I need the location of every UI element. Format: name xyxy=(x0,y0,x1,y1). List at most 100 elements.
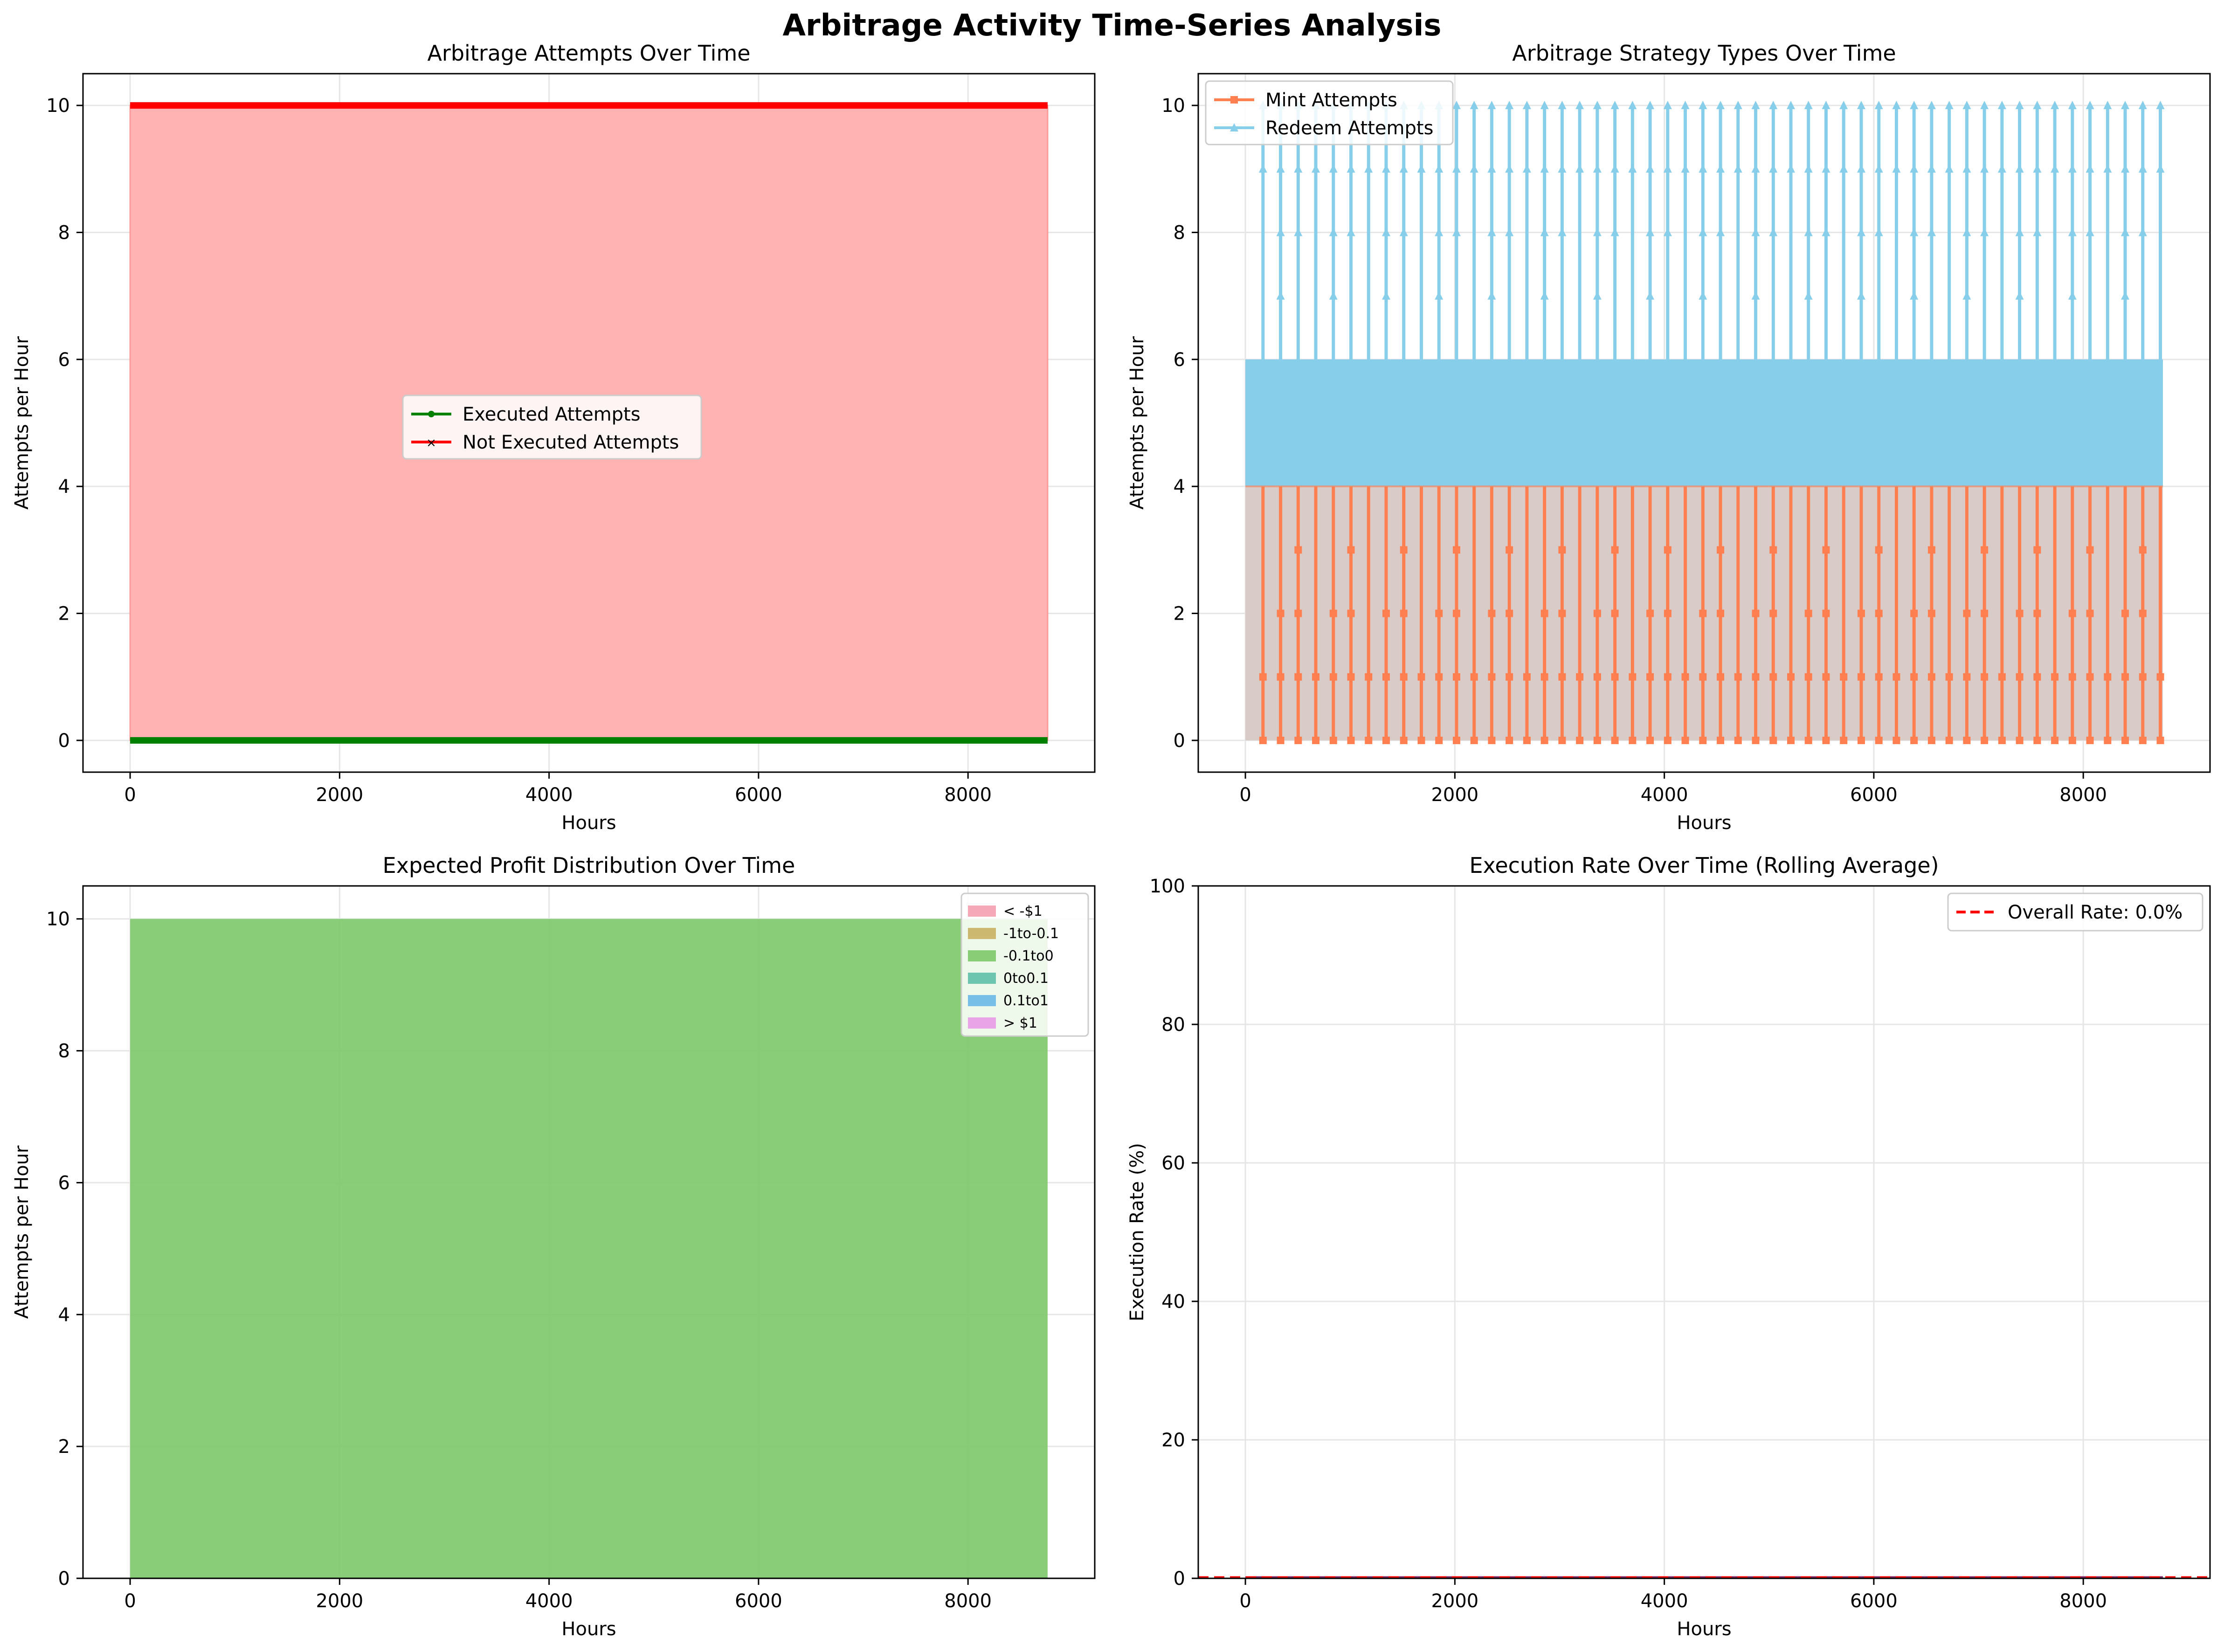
rate-xtick-label: 4000 xyxy=(1641,1590,1688,1612)
strategy-ytick-label: 10 xyxy=(1161,95,1185,117)
mint-marker xyxy=(1822,736,1830,744)
redeem-marker xyxy=(1857,228,1865,236)
mint-marker xyxy=(1593,673,1601,681)
mint-marker xyxy=(1593,609,1601,617)
redeem-marker xyxy=(1769,164,1778,173)
redeem-marker xyxy=(1470,164,1478,173)
mint-marker xyxy=(1927,736,1935,744)
mint-marker xyxy=(2033,609,2041,617)
redeem-marker xyxy=(1628,164,1637,173)
profit-xtick-label: 4000 xyxy=(525,1590,573,1612)
rate-xtick-label: 6000 xyxy=(1850,1590,1898,1612)
mint-marker xyxy=(1435,609,1443,617)
redeem-marker xyxy=(1927,228,1936,236)
legend-mint-marker xyxy=(1230,96,1238,104)
rate-title: Execution Rate Over Time (Rolling Averag… xyxy=(1469,853,1939,878)
redeem-marker xyxy=(1769,101,1778,110)
profit-ytick-label: 2 xyxy=(58,1436,70,1458)
mint-marker xyxy=(1452,609,1460,617)
legend-redeem-label: Redeem Attempts xyxy=(1265,118,1433,139)
redeem-marker xyxy=(1699,291,1707,300)
redeem-marker xyxy=(1962,164,1971,173)
redeem-marker xyxy=(1470,101,1478,110)
mint-marker xyxy=(1892,673,1900,681)
mint-marker xyxy=(1910,673,1918,681)
mint-marker xyxy=(1787,673,1795,681)
redeem-marker xyxy=(1610,228,1619,236)
redeem-marker xyxy=(1522,164,1531,173)
redeem-marker xyxy=(1593,101,1602,110)
mint-marker xyxy=(1611,546,1619,554)
redeem-marker xyxy=(1980,228,1989,236)
redeem-marker xyxy=(1857,101,1865,110)
redeem-marker xyxy=(1716,101,1725,110)
legend-profit-swatch-4 xyxy=(968,995,996,1006)
redeem-marker xyxy=(1751,164,1760,173)
redeem-marker xyxy=(1329,228,1338,236)
mint-marker xyxy=(1347,546,1355,554)
mint-marker xyxy=(1664,673,1671,681)
redeem-marker xyxy=(1329,291,1338,300)
redeem-marker xyxy=(1945,101,1954,110)
redeem-marker xyxy=(1769,228,1778,236)
attempts-legend xyxy=(402,394,702,460)
mint-marker xyxy=(1963,736,1971,744)
profit-xlabel: Hours xyxy=(561,1618,616,1640)
redeem-marker xyxy=(1663,164,1672,173)
redeem-marker xyxy=(1646,101,1655,110)
mint-marker xyxy=(1857,609,1865,617)
redeem-marker xyxy=(1610,101,1619,110)
mint-marker xyxy=(1417,736,1425,744)
mint-marker xyxy=(1752,673,1760,681)
redeem-marker xyxy=(2103,101,2112,110)
redeem-marker xyxy=(1874,228,1883,236)
mint-marker xyxy=(1981,609,1989,617)
redeem-marker xyxy=(1751,101,1760,110)
mint-marker xyxy=(1259,673,1267,681)
profit-frame xyxy=(82,885,1096,1579)
mint-marker xyxy=(1857,736,1865,744)
mint-marker xyxy=(1558,546,1566,554)
mint-marker xyxy=(1699,673,1707,681)
profit-xtick-label: 2000 xyxy=(316,1590,363,1612)
redeem-marker xyxy=(2121,164,2130,173)
profit-ytick-label: 6 xyxy=(58,1172,70,1194)
redeem-marker xyxy=(1540,164,1549,173)
profit-ytick-label: 0 xyxy=(58,1568,70,1590)
mint-marker xyxy=(1435,673,1443,681)
mint-marker xyxy=(1452,736,1460,744)
strategy-xlabel: Hours xyxy=(1677,812,1731,834)
mint-marker xyxy=(2121,673,2129,681)
mint-marker xyxy=(1558,736,1566,744)
redeem-marker xyxy=(1575,164,1584,173)
redeem-marker xyxy=(2086,228,2094,236)
attempts-ylabel: Attempts per Hour xyxy=(11,336,33,510)
mint-marker xyxy=(1752,736,1760,744)
redeem-marker xyxy=(1276,164,1285,173)
redeem-marker xyxy=(2033,164,2042,173)
strategy-xtick-label: 4000 xyxy=(1641,784,1688,806)
mint-marker xyxy=(2068,609,2076,617)
redeem-marker xyxy=(1734,164,1742,173)
redeem-marker xyxy=(2068,101,2077,110)
mint-marker xyxy=(1382,673,1390,681)
redeem-marker xyxy=(2068,228,2077,236)
mint-marker xyxy=(1294,609,1302,617)
attempts-xtick-label: 8000 xyxy=(944,784,992,806)
legend-profit-swatch-0 xyxy=(968,905,996,917)
mint-marker xyxy=(1488,673,1496,681)
figure-title: Arbitrage Activity Time-Series Analysis xyxy=(782,8,1442,43)
mint-marker xyxy=(1981,546,1989,554)
mint-marker xyxy=(1277,736,1285,744)
redeem-marker xyxy=(1487,228,1496,236)
mint-marker xyxy=(1523,736,1531,744)
redeem-marker xyxy=(2033,101,2042,110)
mint-marker xyxy=(2068,673,2076,681)
redeem-band xyxy=(1245,359,2163,487)
mint-marker xyxy=(2104,673,2112,681)
redeem-marker xyxy=(1787,101,1795,110)
mint-marker xyxy=(1822,609,1830,617)
redeem-marker xyxy=(1874,101,1883,110)
legend-not-executed-marker: × xyxy=(426,436,436,450)
mint-marker xyxy=(1558,673,1566,681)
